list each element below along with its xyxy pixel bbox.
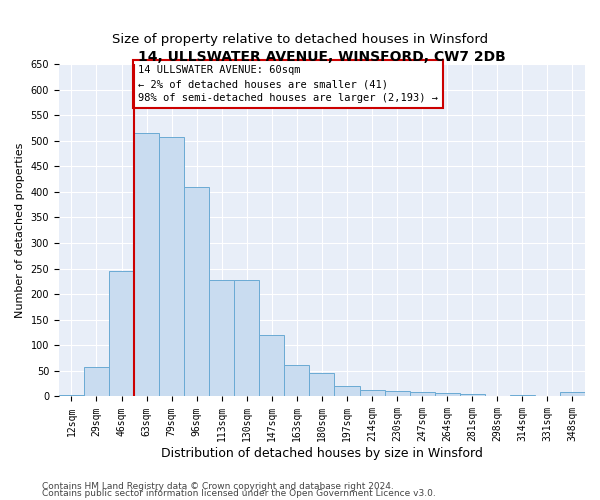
Bar <box>310 373 334 396</box>
Bar <box>59 395 84 396</box>
Title: 14, ULLSWATER AVENUE, WINSFORD, CW7 2DB: 14, ULLSWATER AVENUE, WINSFORD, CW7 2DB <box>138 50 506 64</box>
Bar <box>359 390 385 396</box>
Bar <box>84 367 109 396</box>
Bar <box>434 393 460 396</box>
Bar <box>460 394 485 396</box>
Bar <box>109 270 134 396</box>
Y-axis label: Number of detached properties: Number of detached properties <box>15 142 25 318</box>
Bar <box>209 280 234 396</box>
Text: Contains public sector information licensed under the Open Government Licence v3: Contains public sector information licen… <box>42 489 436 498</box>
Bar <box>159 136 184 396</box>
Bar <box>385 392 410 396</box>
Bar <box>184 187 209 396</box>
Bar <box>234 280 259 396</box>
Text: Size of property relative to detached houses in Winsford: Size of property relative to detached ho… <box>112 32 488 46</box>
Text: 14 ULLSWATER AVENUE: 60sqm
← 2% of detached houses are smaller (41)
98% of semi-: 14 ULLSWATER AVENUE: 60sqm ← 2% of detac… <box>138 65 438 103</box>
Bar <box>334 386 359 396</box>
Bar <box>134 132 159 396</box>
X-axis label: Distribution of detached houses by size in Winsford: Distribution of detached houses by size … <box>161 447 483 460</box>
Bar <box>410 392 434 396</box>
Bar <box>284 365 310 396</box>
Bar <box>560 392 585 396</box>
Text: Contains HM Land Registry data © Crown copyright and database right 2024.: Contains HM Land Registry data © Crown c… <box>42 482 394 491</box>
Bar <box>259 335 284 396</box>
